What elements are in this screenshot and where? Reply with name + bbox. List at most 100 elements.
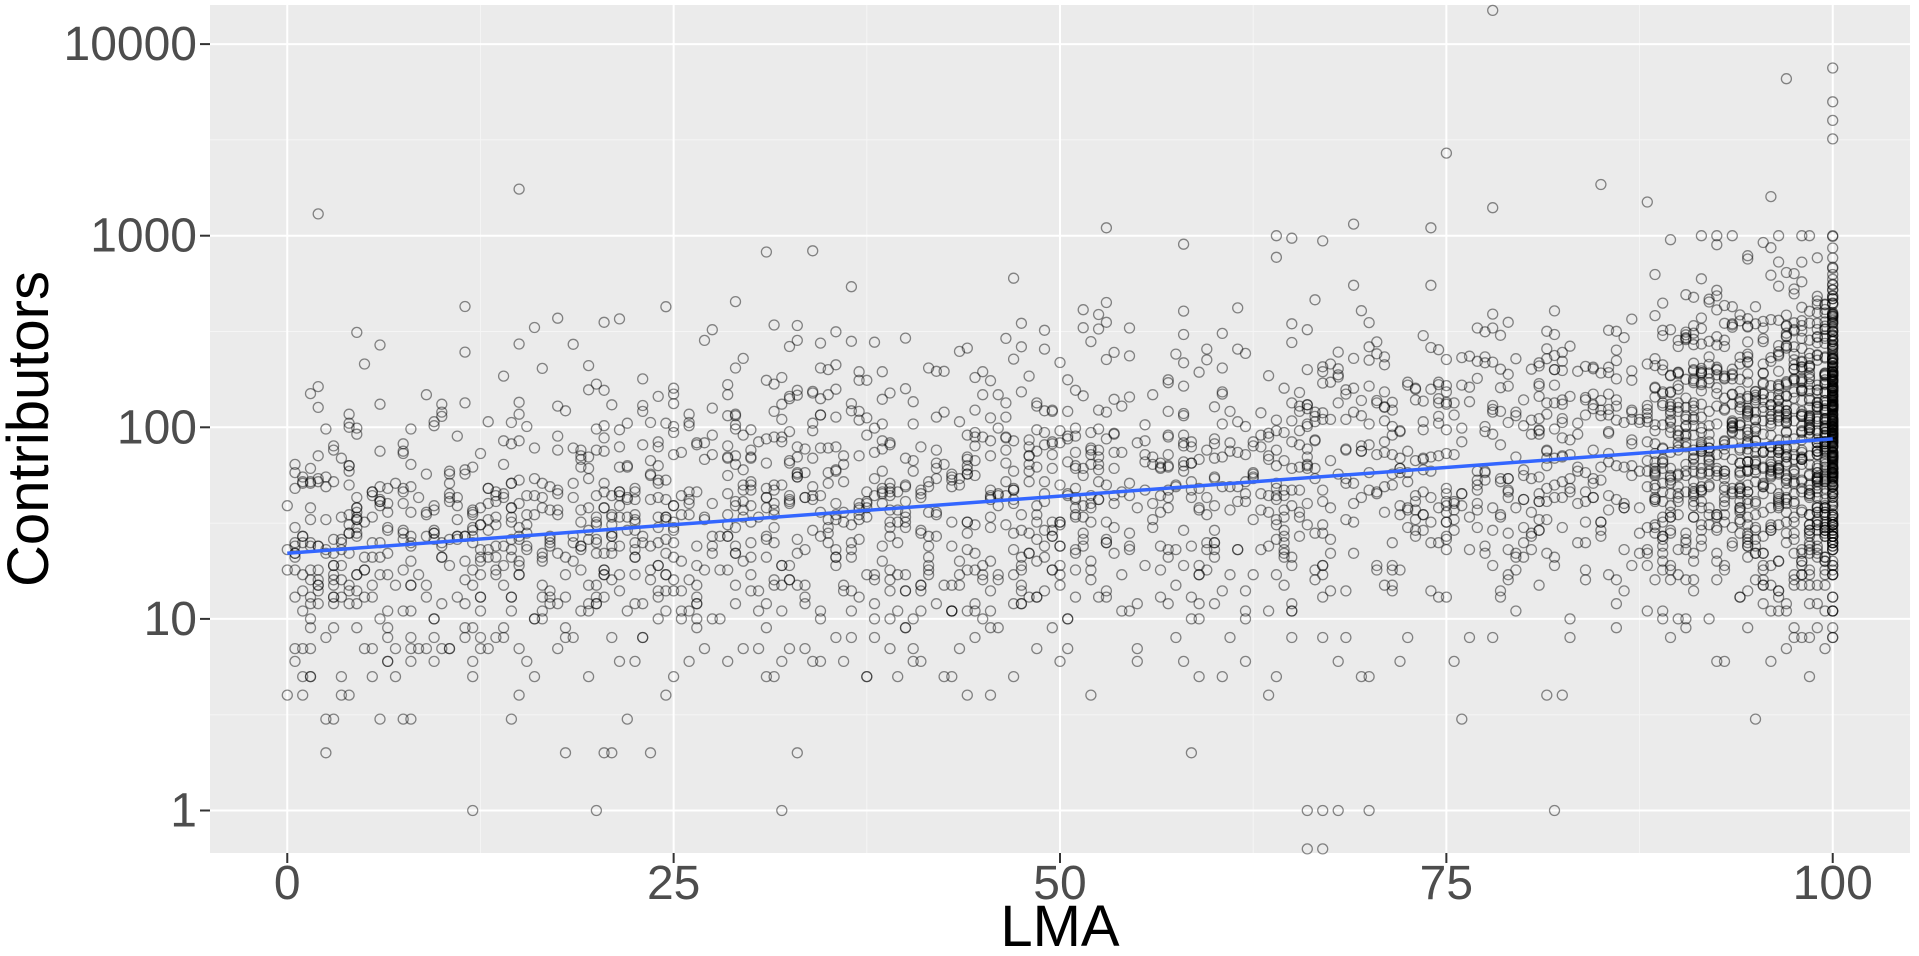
data-point bbox=[660, 533, 672, 546]
data-point bbox=[1015, 559, 1028, 572]
data-point bbox=[1827, 509, 1839, 521]
data-point bbox=[1409, 495, 1422, 508]
data-point bbox=[397, 564, 409, 576]
data-point bbox=[1208, 537, 1221, 549]
data-point bbox=[1827, 352, 1839, 365]
data-point bbox=[1394, 425, 1406, 437]
data-point bbox=[1595, 461, 1607, 473]
data-point bbox=[1819, 352, 1831, 364]
data-point bbox=[1687, 400, 1700, 412]
data-point bbox=[451, 513, 463, 526]
data-point bbox=[1711, 509, 1723, 521]
data-point bbox=[513, 474, 525, 486]
data-point bbox=[1695, 426, 1708, 439]
data-point bbox=[1680, 458, 1692, 471]
data-point bbox=[907, 396, 919, 408]
data-point bbox=[1819, 374, 1831, 386]
data-point bbox=[1664, 574, 1677, 586]
data-point bbox=[351, 422, 363, 434]
data-point bbox=[1487, 399, 1499, 412]
data-point bbox=[513, 408, 525, 420]
data-point bbox=[1347, 497, 1360, 510]
data-point bbox=[1201, 444, 1213, 456]
data-point bbox=[1007, 465, 1020, 477]
data-point bbox=[1572, 428, 1584, 440]
data-point bbox=[675, 555, 688, 567]
data-point bbox=[1811, 331, 1823, 343]
data-point bbox=[1726, 420, 1738, 432]
data-point bbox=[544, 537, 556, 549]
data-point bbox=[1726, 417, 1738, 429]
data-point bbox=[977, 613, 989, 625]
data-point bbox=[374, 551, 386, 563]
data-point bbox=[1657, 533, 1669, 546]
data-point bbox=[1108, 428, 1120, 440]
data-point bbox=[1378, 386, 1391, 398]
data-point bbox=[1827, 427, 1839, 439]
data-point bbox=[1780, 456, 1793, 468]
data-point bbox=[1827, 530, 1839, 542]
data-point bbox=[1803, 537, 1816, 549]
data-point bbox=[1827, 495, 1839, 508]
data-point bbox=[1286, 436, 1298, 448]
data-point bbox=[1100, 533, 1113, 546]
data-point bbox=[1131, 502, 1143, 514]
data-point bbox=[1827, 423, 1839, 435]
data-point bbox=[1827, 474, 1839, 486]
data-point bbox=[1657, 516, 1669, 528]
data-point bbox=[1139, 559, 1151, 572]
data-point bbox=[1726, 230, 1738, 242]
data-point bbox=[1687, 404, 1700, 416]
data-point bbox=[1718, 484, 1731, 496]
data-point bbox=[652, 477, 664, 489]
data-point bbox=[1757, 579, 1769, 591]
data-point bbox=[1633, 502, 1646, 514]
data-point bbox=[1031, 461, 1043, 473]
data-point bbox=[1054, 519, 1066, 531]
data-point bbox=[1031, 642, 1043, 655]
data-point bbox=[1054, 569, 1066, 581]
data-point bbox=[776, 804, 788, 817]
data-point bbox=[1448, 513, 1460, 526]
data-point bbox=[1765, 524, 1777, 536]
data-point bbox=[1803, 360, 1816, 373]
data-point bbox=[1765, 379, 1777, 392]
data-point bbox=[1827, 543, 1839, 556]
data-point bbox=[1077, 533, 1089, 546]
data-point bbox=[1015, 524, 1028, 536]
data-point bbox=[505, 713, 518, 725]
data-point bbox=[482, 513, 494, 526]
data-point bbox=[1355, 440, 1368, 452]
data-point bbox=[1726, 453, 1738, 466]
data-point bbox=[1819, 469, 1831, 482]
data-point bbox=[374, 495, 386, 508]
data-point bbox=[1827, 413, 1839, 426]
data-point bbox=[606, 631, 618, 644]
data-point bbox=[768, 378, 780, 390]
data-point bbox=[760, 482, 773, 495]
data-point bbox=[1772, 350, 1785, 362]
data-point bbox=[1649, 491, 1661, 504]
data-point bbox=[1100, 353, 1113, 366]
data-point bbox=[1788, 363, 1800, 375]
data-point bbox=[644, 540, 657, 552]
data-point bbox=[977, 574, 989, 586]
data-point bbox=[1796, 482, 1808, 495]
data-point bbox=[1100, 406, 1113, 418]
data-point bbox=[613, 424, 626, 436]
data-point bbox=[1765, 519, 1777, 531]
data-point bbox=[1772, 495, 1785, 508]
data-point bbox=[590, 489, 603, 502]
data-point bbox=[374, 493, 386, 506]
data-point bbox=[1649, 353, 1661, 365]
data-point bbox=[1827, 466, 1839, 479]
data-point bbox=[1811, 331, 1823, 343]
data-point bbox=[1827, 479, 1839, 491]
data-point bbox=[505, 502, 518, 514]
data-point bbox=[1610, 394, 1623, 406]
data-point bbox=[1827, 329, 1839, 341]
data-point bbox=[297, 585, 309, 597]
data-point bbox=[1796, 579, 1808, 591]
data-point bbox=[969, 426, 981, 439]
data-point bbox=[1827, 381, 1839, 393]
